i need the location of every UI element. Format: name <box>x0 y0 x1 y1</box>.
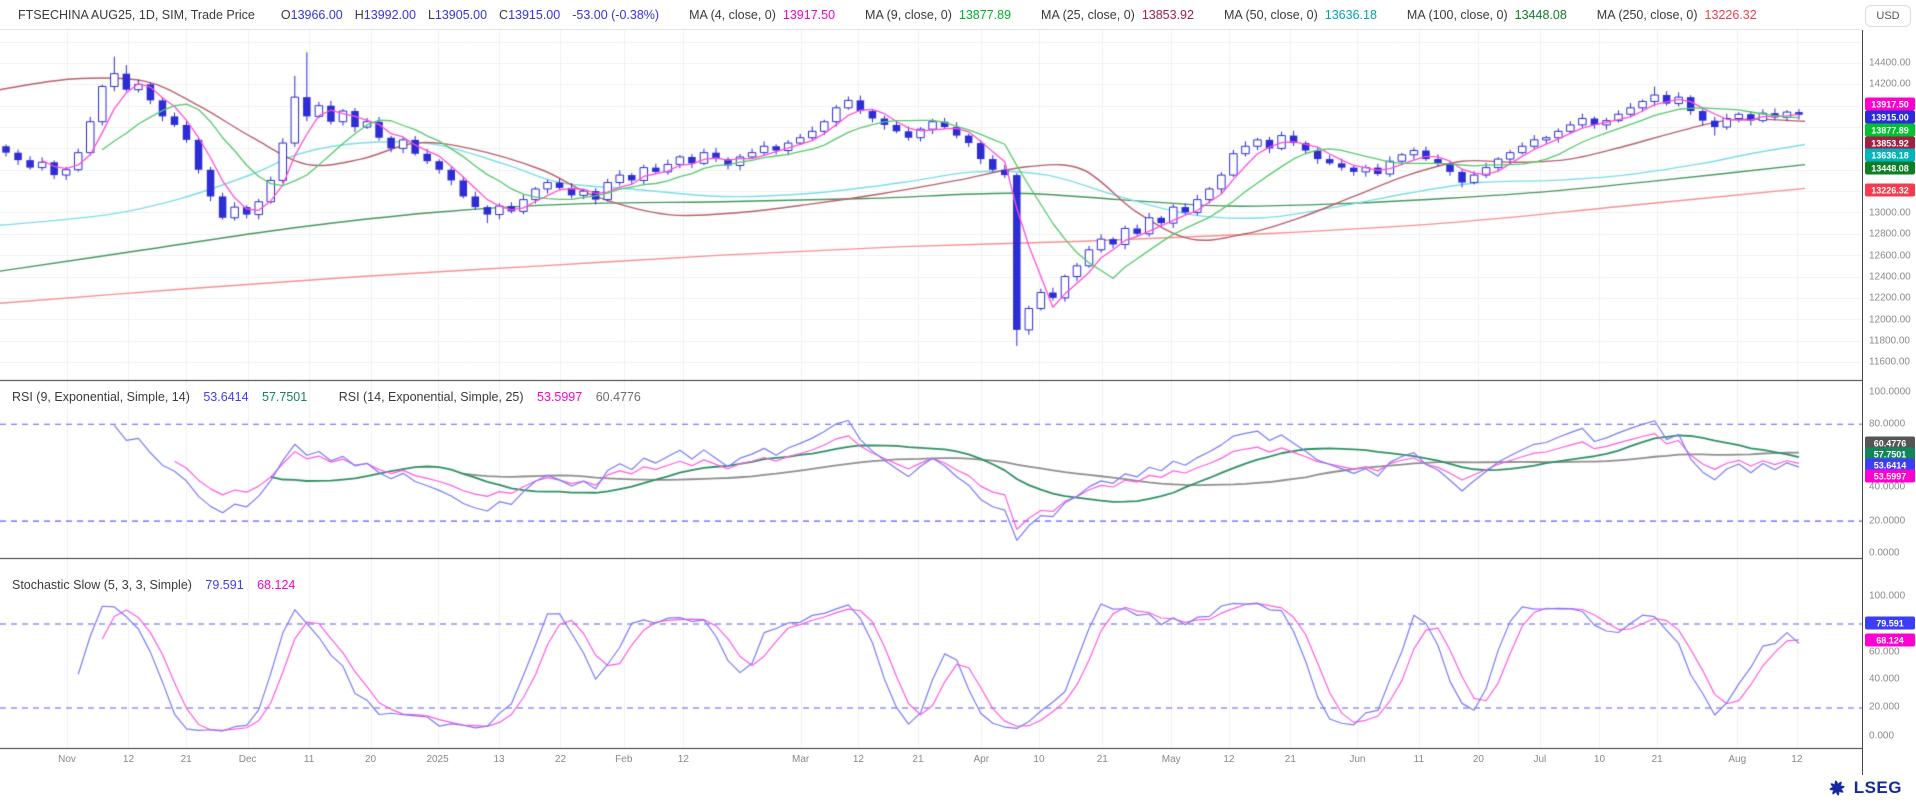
rsi2-title: RSI (14, Exponential, Simple, 25) <box>338 390 524 404</box>
time-axis[interactable]: Nov 12 21 Dec 11 20 2025 13 22 Feb 12 Mar 12 21 Apr 10 2… <box>0 748 1862 775</box>
ma-legend-item: MA (9, close, 0) 13877.89 <box>865 7 1012 22</box>
time-tick-label: Apr <box>973 754 990 765</box>
stoch-k-value: 79.591 <box>205 578 244 592</box>
time-tick-label: 12 <box>1223 754 1235 765</box>
time-tick-label: Jul <box>1533 754 1547 765</box>
ma-legend-item: MA (4, close, 0) 13917.50 <box>689 7 836 22</box>
value-badge: 53.6414 <box>1865 458 1915 472</box>
time-tick-label: 20 <box>1472 754 1484 765</box>
axis-tick-label: 40.0000 <box>1869 481 1906 493</box>
ohlc-item: L13905.00 <box>427 7 488 22</box>
lseg-swirl-icon <box>1828 780 1845 796</box>
lseg-logo-text: LSEG <box>1853 778 1902 797</box>
stoch-title: Stochastic Slow (5, 3, 3, Simple) <box>12 578 192 592</box>
rsi2-signal: 60.4776 <box>595 390 641 404</box>
rsi1-signal: 57.7501 <box>262 390 308 404</box>
ma-legend-item: MA (50, close, 0) 13636.18 <box>1223 7 1377 22</box>
time-tick-label: 22 <box>554 754 567 765</box>
axis-tick-label: 20.000 <box>1869 701 1900 713</box>
time-tick-label: 20 <box>364 754 377 765</box>
axis-tick-label: 20.0000 <box>1869 515 1906 527</box>
value-badge: 60.4776 <box>1865 436 1915 450</box>
chart-header: FTSECHINA AUG25, 1D, SIM, Trade Price O1… <box>0 0 1862 30</box>
value-badge: 68.124 <box>1865 633 1915 647</box>
stoch-panel-header: Stochastic Slow (5, 3, 3, Simple) 79.591… <box>12 578 305 592</box>
ma-legend-item: MA (25, close, 0) 13853.92 <box>1041 7 1194 22</box>
value-badge: 13226.32 <box>1865 183 1915 197</box>
footer-bar: LSEG <box>0 775 1916 803</box>
value-badge: 57.7501 <box>1865 447 1915 461</box>
axis-tick-label: 11800.00 <box>1869 335 1910 347</box>
value-badge: 13917.50 <box>1865 97 1915 111</box>
axis-tick-label: 12800.00 <box>1869 228 1911 240</box>
axis-tick-label: 0.000 <box>1869 730 1895 742</box>
axis-tick-label: 100.0000 <box>1869 386 1911 398</box>
time-tick-label: Feb <box>615 754 633 765</box>
time-tick-label: Dec <box>238 754 257 765</box>
axis-tick-label: 14200.00 <box>1869 78 1911 90</box>
chart-canvas[interactable] <box>0 30 1862 775</box>
ma-legend: MA (4, close, 0) 13917.50 MA (9, close, 0)… <box>689 8 1757 22</box>
axis-tick-label: 40.000 <box>1869 673 1900 685</box>
axis-tick-label: 12200.00 <box>1869 292 1911 304</box>
axis-tick-label: 14400.00 <box>1869 57 1911 69</box>
value-badge: 13636.18 <box>1865 148 1915 162</box>
time-tick-label: May <box>1161 754 1181 765</box>
rsi-panel-header: RSI (9, Exponential, Simple, 14) 53.6414… <box>12 390 651 404</box>
time-tick-label: Mar <box>792 754 810 765</box>
axis-tick-label: 0.0000 <box>1869 547 1900 559</box>
time-tick-label: 2025 <box>426 754 449 765</box>
axis-tick-label: 12400.00 <box>1869 271 1911 283</box>
stoch-d-value: 68.124 <box>257 578 296 592</box>
lseg-logo: LSEG <box>1826 777 1902 799</box>
rsi1-value: 53.6414 <box>203 390 249 404</box>
axis-tick-label: 12600.00 <box>1869 250 1911 262</box>
time-tick-label: 21 <box>180 754 192 765</box>
time-tick-label: 11 <box>1413 754 1425 765</box>
ma-legend-item: MA (250, close, 0) 13226.32 <box>1596 7 1757 22</box>
time-tick-label: Nov <box>58 754 76 765</box>
instrument-title: FTSECHINA AUG25, 1D, SIM, Trade Price <box>18 7 255 22</box>
value-badge: 13877.89 <box>1865 123 1915 137</box>
time-tick-label: 10 <box>1593 754 1606 765</box>
rsi1-title: RSI (9, Exponential, Simple, 14) <box>12 390 190 404</box>
ohlc-item: C13915.00 <box>499 7 561 22</box>
time-tick-label: 21 <box>1096 754 1108 765</box>
price-axis-column[interactable]: 14400.00 14200.00 13000.00 12800.00 12600.00… <box>1862 30 1916 775</box>
value-badge: 79.591 <box>1865 616 1915 630</box>
axis-tick-label: 60.000 <box>1869 646 1900 658</box>
value-badge: 53.5997 <box>1865 469 1915 483</box>
value-badge: 13853.92 <box>1865 136 1915 150</box>
time-tick-label: 21 <box>1284 754 1296 765</box>
ma-legend-item: MA (100, close, 0) 13448.08 <box>1406 7 1567 22</box>
ohlc-item: H13992.00 <box>354 7 416 22</box>
axis-tick-label: 13000.00 <box>1869 207 1911 219</box>
time-tick-label: 12 <box>1791 754 1803 765</box>
time-tick-label: 13 <box>493 754 505 765</box>
ohlc-item: O13966.00 <box>280 7 343 22</box>
axis-tick-label: 100.000 <box>1869 590 1906 602</box>
currency-button[interactable]: USD <box>1865 5 1911 27</box>
rsi2-value: 53.5997 <box>537 390 583 404</box>
ohlc-item: -53.00 (-0.38%) <box>572 7 660 22</box>
time-tick-label: Aug <box>1728 754 1747 765</box>
time-tick-label: 10 <box>1033 754 1045 765</box>
value-badge: 13448.08 <box>1865 161 1915 175</box>
time-tick-label: 21 <box>1651 754 1663 765</box>
time-tick-label: 12 <box>677 754 689 765</box>
chart-region: 14400.00 14200.00 13000.00 12800.00 12600.00… <box>0 30 1916 775</box>
time-tick-label: Jun <box>1349 754 1366 765</box>
axis-tick-label: 12000.00 <box>1869 314 1911 326</box>
time-tick-label: 12 <box>852 754 864 765</box>
time-tick-label: 21 <box>912 754 924 765</box>
time-tick-label: 11 <box>303 754 315 765</box>
ohlc-values: O13966.00 H13992.00 L13905.00 C13915.00 -53.… <box>281 8 659 22</box>
axis-tick-label: 11600.00 <box>1869 356 1910 368</box>
axis-tick-label: 80.0000 <box>1869 418 1906 430</box>
time-tick-label: 12 <box>122 754 135 765</box>
value-badge: 13915.00 <box>1865 110 1915 124</box>
